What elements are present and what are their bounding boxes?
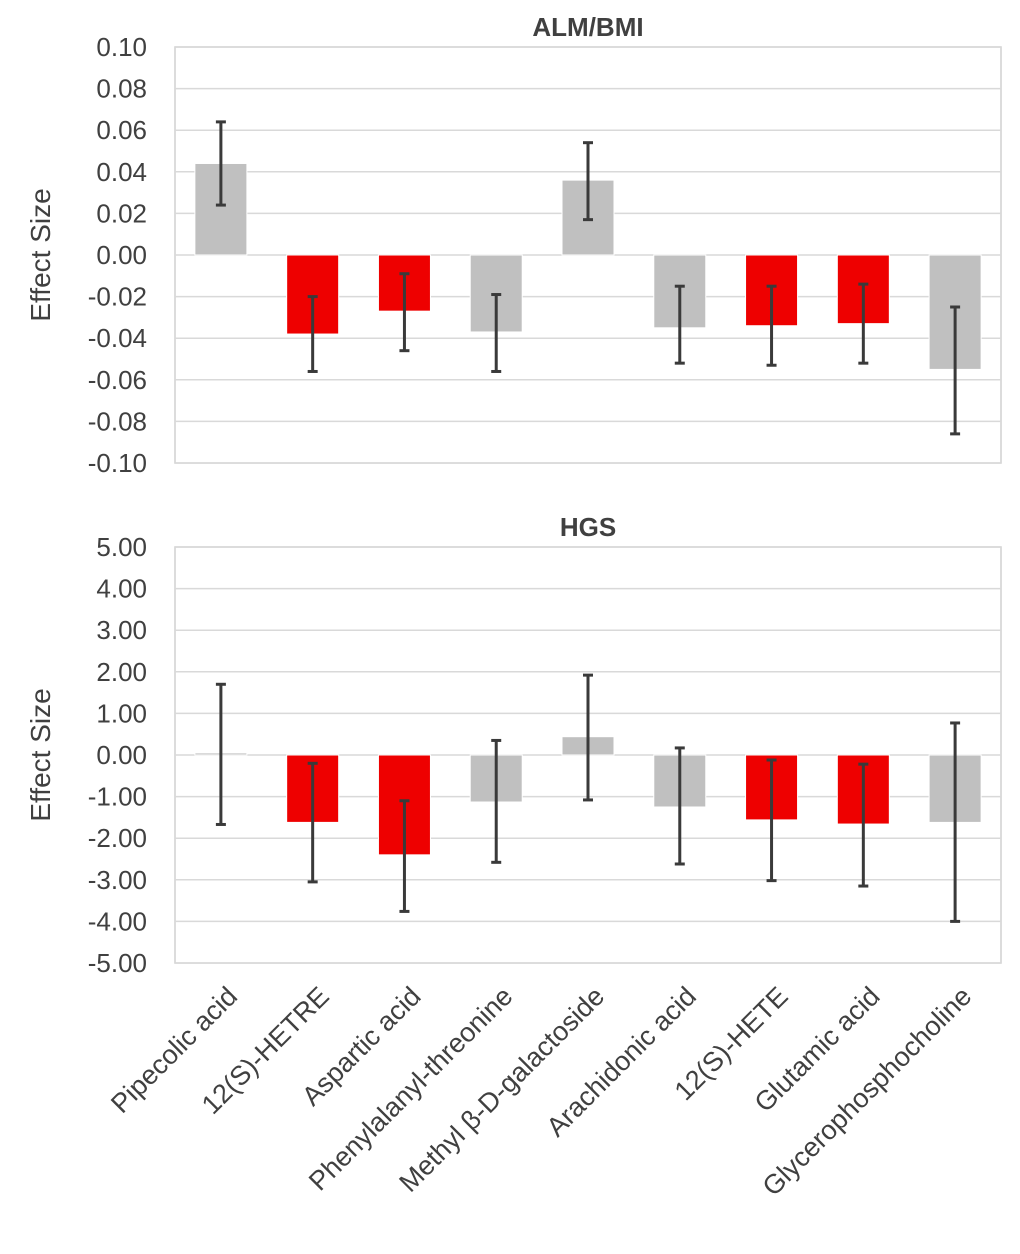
y-tick-label: -5.00 — [88, 948, 147, 978]
y-tick-label: -1.00 — [88, 782, 147, 812]
y-tick-label: 0.08 — [96, 74, 147, 104]
error-bar — [491, 738, 502, 864]
y-tick-label: -0.04 — [88, 323, 147, 353]
error-bar — [674, 746, 685, 866]
y-tick-label: -0.10 — [88, 448, 147, 478]
error-bar — [858, 282, 869, 365]
y-tick-label: -3.00 — [88, 865, 147, 895]
y-tick-label: 3.00 — [96, 615, 147, 645]
error-bar — [399, 272, 410, 353]
y-axis-label: Effect Size — [25, 188, 56, 321]
error-bar — [307, 761, 318, 884]
chart-title: ALM/BMI — [532, 12, 643, 42]
error-bar — [766, 758, 777, 883]
y-tick-label: 4.00 — [96, 574, 147, 604]
y-tick-label: 0.00 — [96, 240, 147, 270]
y-tick-label: -4.00 — [88, 906, 147, 936]
y-tick-label: 0.04 — [96, 157, 147, 187]
y-tick-label: -0.06 — [88, 365, 147, 395]
y-tick-label: 2.00 — [96, 657, 147, 687]
y-tick-label: 0.10 — [96, 32, 147, 62]
y-tick-label: 1.00 — [96, 698, 147, 728]
error-bar — [215, 120, 226, 207]
error-bar — [399, 799, 410, 913]
error-bar — [307, 295, 318, 373]
error-bar — [950, 721, 961, 923]
y-tick-label: 0.00 — [96, 740, 147, 770]
error-bar — [583, 673, 593, 802]
y-tick-label: -0.02 — [88, 282, 147, 312]
chart-hgs: 5.00 4.00 3.00 2.00 1.00 0.00 -1.00 -2.00 -3.00 -… — [25, 512, 1002, 978]
error-bar — [674, 284, 685, 365]
chart-title: HGS — [560, 512, 616, 542]
error-bar — [766, 284, 777, 367]
y-tick-label: 0.06 — [96, 115, 147, 145]
y-tick-label: -2.00 — [88, 823, 147, 853]
y-axis-label: Effect Size — [25, 688, 56, 821]
y-tick-label: 5.00 — [96, 532, 147, 562]
y-tick-label: -0.08 — [88, 406, 147, 436]
error-bar — [583, 141, 593, 222]
y-tick-label: 0.02 — [96, 198, 147, 228]
error-bar — [215, 682, 226, 826]
error-bar — [858, 762, 869, 888]
chart-alm-bmi: 0.10 0.08 0.06 0.04 0.02 0.00 -0.02 -0.04 -0.06 -… — [25, 12, 1002, 478]
error-bar — [491, 293, 502, 373]
error-bar — [950, 305, 961, 436]
